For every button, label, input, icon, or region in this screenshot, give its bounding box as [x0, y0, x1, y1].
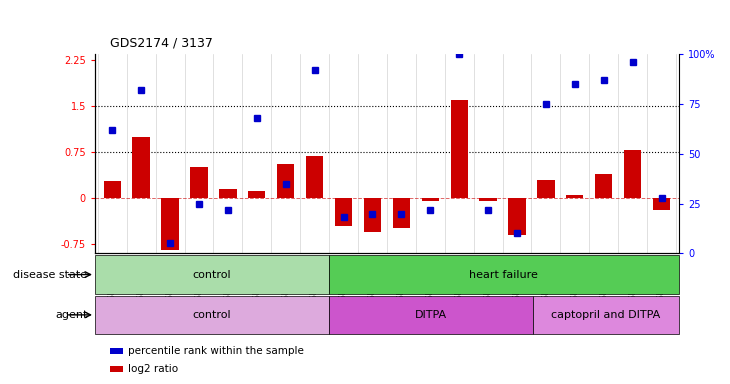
- Bar: [393, 198, 410, 228]
- Bar: [219, 189, 237, 198]
- Bar: [533, 296, 679, 334]
- Text: DITPA: DITPA: [415, 310, 447, 320]
- Bar: [248, 191, 266, 198]
- Bar: [191, 167, 207, 198]
- Text: percentile rank within the sample: percentile rank within the sample: [128, 346, 304, 356]
- Bar: [104, 181, 121, 198]
- Bar: [95, 296, 328, 334]
- Bar: [132, 137, 150, 198]
- Bar: [364, 198, 381, 232]
- Bar: [328, 296, 533, 334]
- Text: control: control: [193, 270, 231, 280]
- Text: control: control: [193, 310, 231, 320]
- Text: GDS2174 / 3137: GDS2174 / 3137: [110, 37, 212, 50]
- Bar: [306, 156, 323, 198]
- Bar: [95, 255, 328, 294]
- Bar: [595, 174, 612, 198]
- Bar: [537, 180, 555, 198]
- Bar: [161, 198, 179, 250]
- Bar: [450, 100, 468, 198]
- Bar: [277, 164, 294, 198]
- Bar: [566, 195, 583, 198]
- Bar: [422, 198, 439, 201]
- Bar: [508, 198, 526, 235]
- Text: log2 ratio: log2 ratio: [128, 364, 178, 374]
- Bar: [624, 150, 642, 198]
- Bar: [653, 198, 670, 210]
- Bar: [328, 255, 679, 294]
- Text: disease state: disease state: [13, 270, 88, 280]
- Text: agent: agent: [55, 310, 88, 320]
- Text: heart failure: heart failure: [469, 270, 538, 280]
- Text: captopril and DITPA: captopril and DITPA: [551, 310, 661, 320]
- Bar: [335, 198, 352, 226]
- Bar: [480, 198, 496, 200]
